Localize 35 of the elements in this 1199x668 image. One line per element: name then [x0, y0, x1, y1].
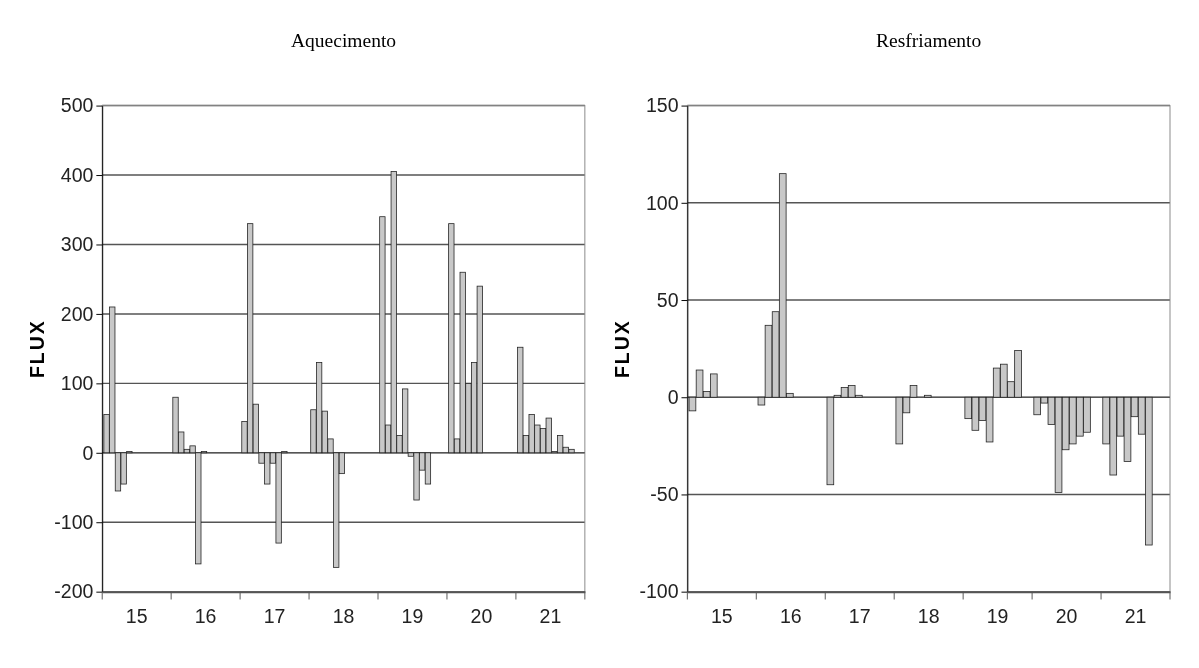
y-tick-label: 50 [656, 288, 679, 311]
x-tick-label: 17 [263, 605, 286, 628]
y-tick-label: 100 [646, 191, 679, 214]
y-tick-label: 100 [60, 372, 94, 395]
y-tick-label: 300 [60, 233, 94, 256]
x-tick-label: 16 [779, 605, 802, 628]
chart-title: Resfriamento [876, 30, 982, 52]
x-tick-label: 15 [710, 605, 733, 628]
bar [448, 223, 455, 454]
y-tick-label: 0 [667, 385, 679, 408]
chart-title: Aquecimento [290, 30, 397, 52]
bar [379, 216, 386, 454]
y-axis-title: FLUX [25, 319, 48, 379]
y-tick-label: -200 [54, 580, 94, 603]
x-tick-label: 16 [194, 605, 217, 628]
x-tick-label: 21 [1124, 605, 1147, 628]
y-axis-title: FLUX [610, 319, 633, 379]
x-tick-label: 20 [1055, 605, 1078, 628]
x-tick-label: 20 [470, 605, 493, 628]
x-tick-label: 15 [125, 605, 148, 628]
y-tick-label: 200 [60, 302, 94, 325]
x-tick-label: 19 [401, 605, 424, 628]
y-tick-label: 150 [646, 94, 679, 117]
x-tick-label: 18 [332, 605, 355, 628]
y-tick-label: -100 [639, 580, 679, 603]
y-tick-label: -50 [650, 483, 679, 506]
y-tick-label: 400 [60, 163, 94, 186]
x-tick-label: 17 [848, 605, 871, 628]
x-tick-label: 18 [917, 605, 940, 628]
x-tick-label: 19 [986, 605, 1009, 628]
y-tick-label: -100 [54, 510, 94, 533]
x-tick-label: 21 [539, 605, 562, 628]
bar [517, 346, 524, 454]
y-tick-label: 0 [82, 441, 94, 464]
y-tick-label: 500 [60, 94, 94, 117]
